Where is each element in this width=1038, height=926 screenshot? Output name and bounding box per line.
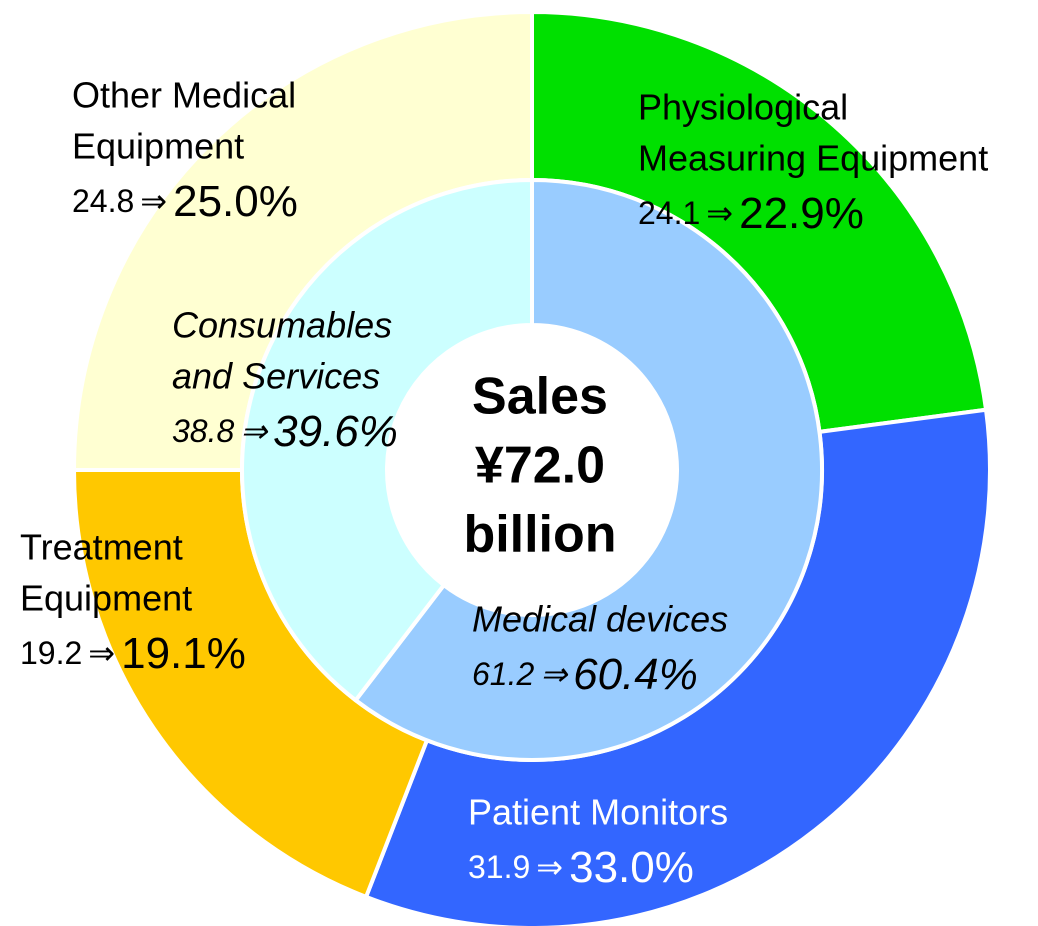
category-label: Consumables [172, 305, 392, 346]
value-label: 22.9% [739, 189, 864, 238]
arrow: ⇒ [536, 849, 563, 885]
category-label: Patient Monitors [468, 792, 728, 833]
category-label: Physiological [638, 87, 848, 128]
category-label: Treatment [20, 527, 183, 568]
value-line: 19.2 ⇒ 19.1% [20, 629, 246, 678]
center-label: Sales [472, 368, 608, 426]
value-label: 39.6% [273, 407, 398, 456]
value-line: 24.1 ⇒ 22.9% [638, 189, 864, 238]
category-label: Equipment [72, 126, 244, 167]
previous-value: 31.9 [468, 849, 530, 885]
arrow: ⇒ [706, 195, 733, 231]
value-line: 24.8 ⇒ 25.0% [72, 177, 298, 226]
category-label: Other Medical [72, 75, 296, 116]
arrow: ⇒ [240, 413, 268, 449]
center-label: ¥72.0 [475, 437, 605, 495]
value-line: 38.8 ⇒ 39.6% [172, 407, 398, 456]
category-label: Equipment [20, 578, 192, 619]
value-label: 19.1% [121, 629, 246, 678]
previous-value: 24.8 [72, 183, 134, 219]
previous-value: 38.8 [172, 413, 234, 449]
value-line: 31.9 ⇒ 33.0% [468, 843, 694, 892]
value-label: 60.4% [573, 650, 698, 699]
previous-value: 19.2 [20, 635, 82, 671]
inner-slice [240, 177, 534, 704]
arrow: ⇒ [88, 635, 115, 671]
category-label: Medical devices [472, 599, 728, 640]
value-line: 61.2 ⇒ 60.4% [472, 650, 698, 699]
inner-slice [352, 177, 824, 762]
arrow: ⇒ [540, 656, 568, 692]
category-label: and Services [172, 356, 380, 397]
value-label: 25.0% [173, 177, 298, 226]
value-label: 33.0% [569, 843, 694, 892]
arrow: ⇒ [140, 183, 167, 219]
category-label: Measuring Equipment [638, 138, 988, 179]
previous-value: 24.1 [638, 195, 700, 231]
center-label: billion [463, 506, 616, 564]
previous-value: 61.2 [472, 656, 534, 692]
